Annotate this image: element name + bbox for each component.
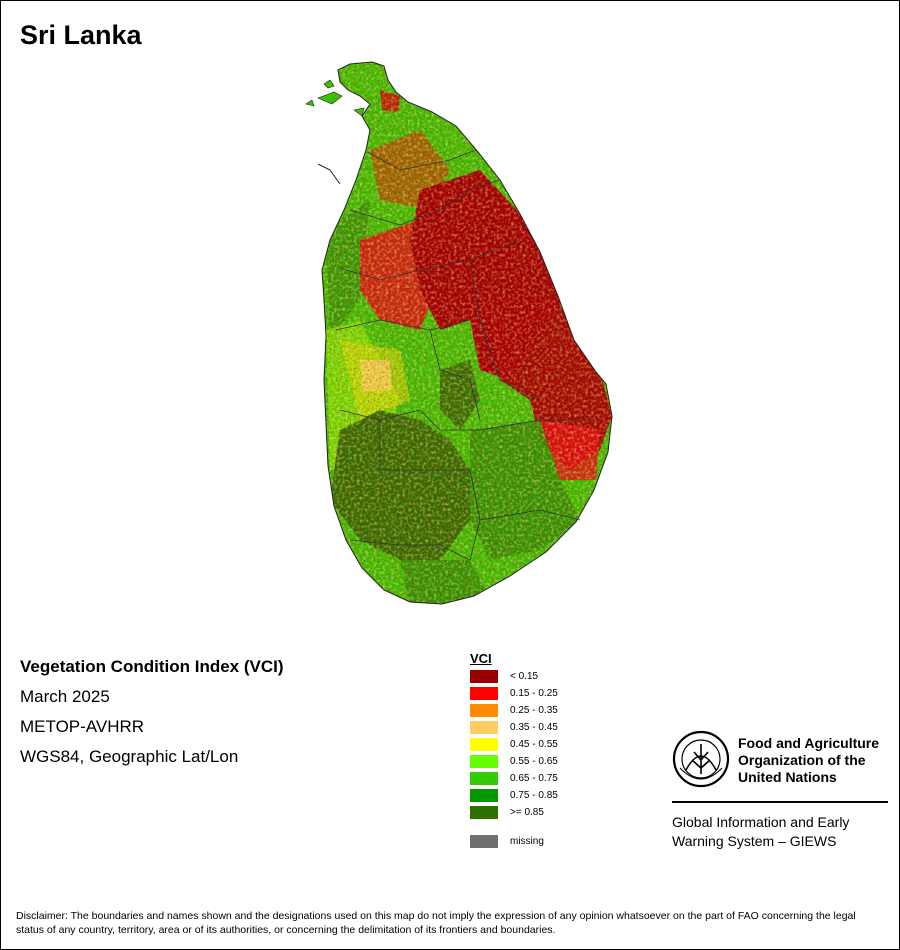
admin-boundaries (335, 149, 590, 561)
legend-swatch (470, 806, 498, 819)
legend-row: 0.35 - 0.45 (470, 719, 558, 736)
fao-name: Food and Agriculture Organization of the… (738, 735, 880, 785)
legend-row-missing: missing (470, 833, 558, 850)
legend-row: >= 0.85 (470, 804, 558, 821)
disclaimer: Disclaimer: The boundaries and names sho… (16, 910, 856, 936)
index-name: Vegetation Condition Index (VCI) (20, 657, 284, 676)
legend-row: 0.25 - 0.35 (470, 702, 558, 719)
projection: WGS84, Geographic Lat/Lon (20, 747, 239, 766)
legend-classes: < 0.15 0.15 - 0.25 0.25 - 0.35 0.35 - 0.45 0… (470, 668, 558, 821)
legend-row: < 0.15 (470, 668, 558, 685)
fao-divider (672, 801, 888, 803)
legend-label: 0.15 - 0.25 (510, 688, 558, 699)
sensor: METOP-AVHRR (20, 717, 145, 736)
period: March 2025 (20, 687, 110, 706)
map-title: Sri Lanka (20, 20, 142, 50)
legend-row: 0.65 - 0.75 (470, 770, 558, 787)
legend-row: 0.55 - 0.65 (470, 753, 558, 770)
legend-swatch (470, 704, 498, 717)
legend-label: 0.75 - 0.85 (510, 790, 558, 801)
legend-title: VCI (470, 651, 492, 666)
legend-label: >= 0.85 (510, 807, 544, 818)
legend-label: 0.45 - 0.55 (510, 739, 558, 750)
legend-row: 0.15 - 0.25 (470, 685, 558, 702)
legend-swatch (470, 687, 498, 700)
legend-label: 0.55 - 0.65 (510, 756, 558, 767)
vci-legend: VCI < 0.15 0.15 - 0.25 0.25 - 0.35 0.35 - 0… (470, 650, 558, 850)
legend-label-missing: missing (510, 836, 544, 847)
legend-label: < 0.15 (510, 671, 539, 682)
map-info: Vegetation Condition Index (VCI) March 2… (20, 655, 284, 775)
fao-emblem-icon (672, 730, 730, 788)
legend-swatch (470, 738, 498, 751)
mannar-peninsula (317, 163, 341, 185)
legend-swatch (470, 789, 498, 802)
northern-islands (305, 79, 365, 117)
legend-label: 0.25 - 0.35 (510, 705, 558, 716)
legend-row: 0.45 - 0.55 (470, 736, 558, 753)
legend-swatch (470, 721, 498, 734)
legend-swatch (470, 755, 498, 768)
legend-swatch (470, 772, 498, 785)
giews-name: Global Information and Early Warning Sys… (672, 814, 850, 849)
legend-swatch (470, 670, 498, 683)
legend-label: 0.35 - 0.45 (510, 722, 558, 733)
legend-label: 0.65 - 0.75 (510, 773, 558, 784)
legend-row: 0.75 - 0.85 (470, 787, 558, 804)
legend-swatch-missing (470, 835, 498, 848)
vci-raster (322, 62, 612, 604)
